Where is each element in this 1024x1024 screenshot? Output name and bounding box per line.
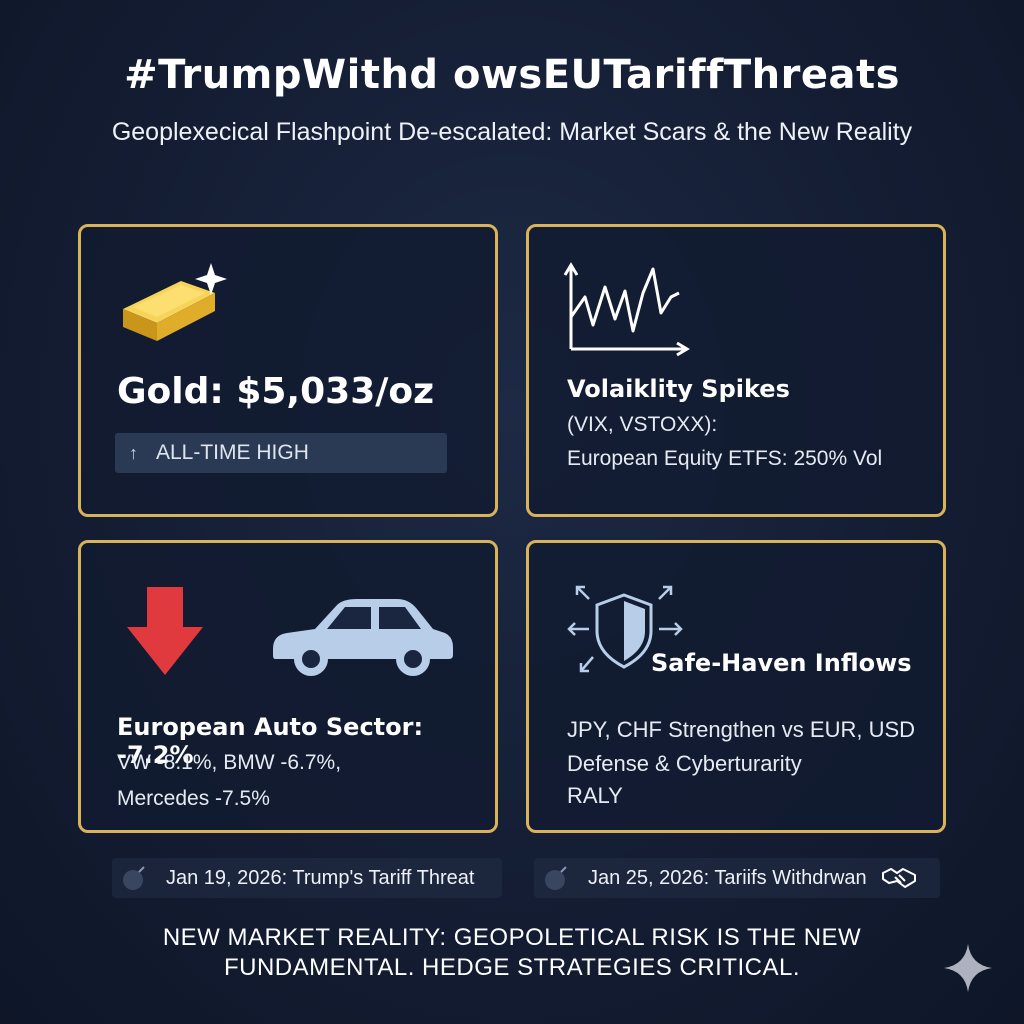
- car-icon: [273, 599, 453, 676]
- gold-price: Gold: $5,033/oz: [117, 371, 435, 412]
- badge-label: ALL-TIME HIGH: [156, 441, 309, 464]
- all-time-high-badge: ↑ ALL-TIME HIGH: [115, 433, 447, 473]
- page-subtitle: Geoplexecical Flashpoint De-escalated: M…: [111, 118, 913, 146]
- safe-haven-detail-2: Defense & Cyberturarity: [567, 751, 802, 776]
- footer-line-1: NEW MARKET REALITY: GEOPOLETICAL RISK IS…: [162, 924, 862, 951]
- timeline-event-label: Jan 25, 2026: Tariifs Withdrwan: [588, 866, 867, 889]
- safe-haven-card: Safe-Haven Inflows JPY, CHF Strengthen v…: [526, 540, 946, 833]
- volatility-etf-note: European Equity ETFS: 250% Vol: [567, 447, 883, 470]
- gold-bar-icon: [123, 263, 227, 341]
- timeline-event-withdrawal: Jan 25, 2026: Tariifs Withdrwan: [534, 858, 940, 898]
- volatility-title: Volaiklity Spikes: [567, 375, 790, 403]
- bomb-icon: [545, 866, 567, 890]
- safe-haven-detail-3: RALY: [567, 783, 623, 808]
- auto-sector-detail-1: VW -8.1%, BMW -6.7%,: [117, 751, 342, 774]
- footer-line-2: FUNDAMENTAL. HEDGE STRATEGIES CRITICAL.: [223, 954, 800, 981]
- volatility-indices: (VIX, VSTOXX):: [567, 413, 718, 436]
- timeline-event-label: Jan 19, 2026: Trump's Tariff Threat: [166, 866, 475, 889]
- timeline-event-threat: Jan 19, 2026: Trump's Tariff Threat: [112, 858, 502, 898]
- up-arrow-icon: ↑: [129, 442, 138, 463]
- auto-sector-card: European Auto Sector: -7.2% VW -8.1%, BM…: [78, 540, 498, 833]
- sparkle-icon: [944, 944, 992, 992]
- handshake-icon: [881, 868, 916, 888]
- bomb-icon: [123, 866, 145, 890]
- safe-haven-detail-1: JPY, CHF Strengthen vs EUR, USD: [567, 717, 916, 742]
- page-title: #TrumpWithd owsEUTariffThreats: [124, 52, 900, 98]
- auto-sector-title: European Auto Sector: -7.2%: [117, 713, 424, 769]
- gold-card: Gold: $5,033/oz ↑ ALL-TIME HIGH: [78, 224, 498, 517]
- down-arrow-icon: [127, 587, 203, 675]
- volatility-card: Volaiklity Spikes (VIX, VSTOXX): Europea…: [526, 224, 946, 517]
- safe-haven-title: Safe-Haven Inflows: [651, 649, 912, 677]
- shield-icon: [567, 585, 683, 673]
- auto-sector-detail-2: Mercedes -7.5%: [117, 787, 270, 810]
- volatility-chart-icon: [563, 262, 690, 357]
